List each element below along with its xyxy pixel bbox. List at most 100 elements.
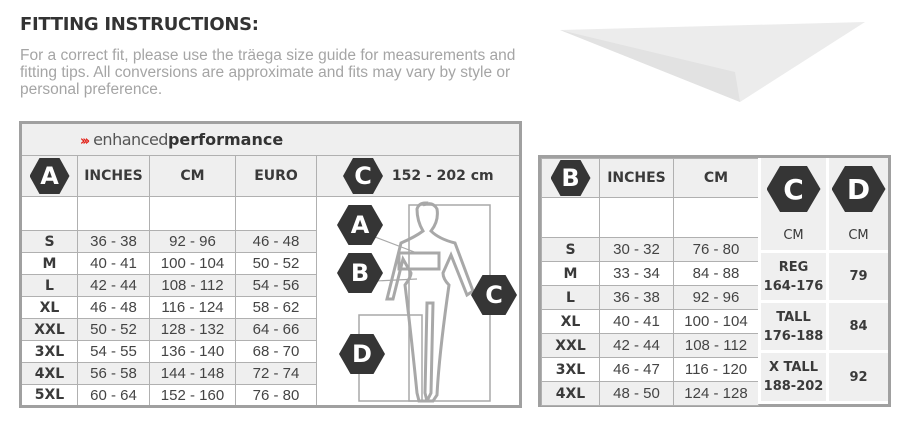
- header-euro: EURO: [235, 155, 317, 197]
- header-inches: INCHES: [599, 158, 674, 198]
- inches-value: 48 - 50: [599, 381, 674, 406]
- cm-value: 108 - 112: [673, 333, 759, 358]
- cm-value: 92 - 96: [673, 285, 759, 310]
- cm-value: 136 - 140: [149, 340, 236, 363]
- length-reg: REG 164-176: [758, 253, 826, 303]
- size-label: XL: [541, 309, 600, 334]
- table-row: XXL 50 - 52 128 - 132 64 - 66: [20, 318, 521, 341]
- badge-cell: B: [541, 158, 600, 198]
- euro-value: 72 - 74: [235, 362, 317, 385]
- chevrons-icon: ›››: [80, 134, 90, 149]
- euro-value: 46 - 48: [235, 230, 317, 253]
- inches-value: 54 - 55: [77, 340, 150, 363]
- size-table-a: ››› enhancedperformance A INCHES CM EURO …: [19, 121, 522, 408]
- length-label: X TALL: [768, 360, 819, 375]
- inches-value: 46 - 47: [599, 357, 674, 382]
- hexagon-d-icon: D: [831, 166, 886, 212]
- inches-value: 42 - 44: [77, 274, 150, 297]
- hexagon-b-icon: B: [550, 160, 591, 196]
- length-label: TALL: [776, 309, 811, 325]
- cm-value: 92 - 96: [149, 230, 236, 253]
- hexagon-c-icon: C: [766, 166, 821, 212]
- cm-value: 84 - 88: [673, 261, 759, 286]
- table-row: M 33 - 34 84 - 88: [541, 261, 759, 286]
- inches-value: 33 - 34: [599, 261, 674, 286]
- inches-value: 30 - 32: [599, 237, 674, 262]
- header-inches: INCHES: [77, 155, 150, 197]
- length-xtall: X TALL 188-202: [758, 353, 826, 404]
- inseam-tall: 84: [826, 303, 888, 353]
- euro-value: 54 - 56: [235, 274, 317, 297]
- cm-value: 76 - 80: [673, 237, 759, 262]
- hexagon-c-icon: C: [343, 158, 383, 194]
- euro-value: 50 - 52: [235, 252, 317, 275]
- size-label: S: [541, 237, 600, 262]
- inches-value: 56 - 58: [77, 362, 150, 385]
- size-label: L: [20, 274, 78, 297]
- cm-value: 108 - 112: [149, 274, 236, 297]
- size-label: XXL: [541, 333, 600, 358]
- inches-value: 40 - 41: [77, 252, 150, 275]
- body-figure: A B C D: [316, 196, 521, 407]
- euro-value: 76 - 80: [235, 384, 317, 407]
- table-row: S 36 - 38 92 - 96 46 - 48: [20, 230, 521, 253]
- inches-value: 50 - 52: [77, 318, 150, 341]
- cm-value: 100 - 104: [149, 252, 236, 275]
- d-unit: CM: [848, 228, 869, 243]
- hexagon-a-icon: A: [29, 158, 70, 194]
- size-label: 4XL: [541, 381, 600, 406]
- inseam-xtall: 92: [826, 353, 888, 404]
- c-unit: CM: [783, 228, 804, 243]
- size-label: M: [20, 252, 78, 275]
- header-cm: CM: [673, 158, 759, 198]
- length-range: 188-202: [763, 379, 824, 394]
- table-row: L 36 - 38 92 - 96: [541, 285, 759, 310]
- length-grid: C CM D CM REG 164-176 79 TALL 176-188 84 X T…: [758, 158, 888, 404]
- cm-value: 100 - 104: [673, 309, 759, 334]
- size-label: 4XL: [20, 362, 78, 385]
- euro-value: 68 - 70: [235, 340, 317, 363]
- size-label: XXL: [20, 318, 78, 341]
- size-label: 5XL: [20, 384, 78, 407]
- inseam-reg: 79: [826, 253, 888, 303]
- cm-value: 152 - 160: [149, 384, 236, 407]
- brand-header: ››› enhancedperformance: [20, 122, 521, 156]
- size-label: L: [541, 285, 600, 310]
- cm-value: 116 - 124: [149, 296, 236, 319]
- inches-value: 46 - 48: [77, 296, 150, 319]
- table-row: XL 46 - 48 116 - 124 58 - 62: [20, 296, 521, 319]
- cm-value: 116 - 120: [673, 357, 759, 382]
- table-row: 3XL 46 - 47 116 - 120: [541, 357, 759, 382]
- cm-value: 128 - 132: [149, 318, 236, 341]
- table-row: S 30 - 32 76 - 80: [541, 237, 759, 262]
- length-range: 176-188: [763, 328, 824, 344]
- brand-swoosh-logo: [560, 22, 865, 102]
- size-label: 3XL: [20, 340, 78, 363]
- table-row: 4XL 48 - 50 124 - 128: [541, 381, 759, 406]
- badge-cell: A: [20, 155, 78, 197]
- table-row: XXL 42 - 44 108 - 112: [541, 333, 759, 358]
- brand-bold: performance: [167, 130, 284, 149]
- euro-value: 64 - 66: [235, 318, 317, 341]
- size-label: S: [20, 230, 78, 253]
- table-row: 5XL 60 - 64 152 - 160 76 - 80: [20, 384, 521, 407]
- euro-value: 58 - 62: [235, 296, 317, 319]
- inches-value: 36 - 38: [77, 230, 150, 253]
- inches-value: 60 - 64: [77, 384, 150, 407]
- brand-light: enhanced: [93, 130, 168, 149]
- inches-value: 42 - 44: [599, 333, 674, 358]
- inches-value: 40 - 41: [599, 309, 674, 334]
- table-row: XL 40 - 41 100 - 104: [541, 309, 759, 334]
- size-label: M: [541, 261, 600, 286]
- table-row: M 40 - 41 100 - 104 50 - 52: [20, 252, 521, 275]
- height-range-header: C 152 - 202 cm: [316, 155, 521, 197]
- length-label: REG: [778, 259, 809, 275]
- size-label: 3XL: [541, 357, 600, 382]
- page-title: FITTING INSTRUCTIONS:: [20, 14, 259, 35]
- header-cm: CM: [149, 155, 236, 197]
- description: For a correct fit, please use the träega…: [20, 47, 516, 98]
- cm-value: 144 - 148: [149, 362, 236, 385]
- size-label: XL: [20, 296, 78, 319]
- c-header: C CM: [758, 158, 826, 253]
- cm-value: 124 - 128: [673, 381, 759, 406]
